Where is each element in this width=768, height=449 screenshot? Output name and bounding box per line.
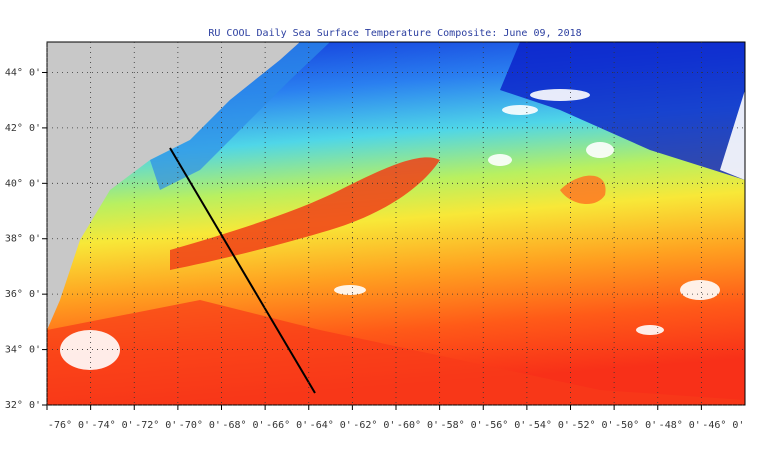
lon-tick-label: -56° 0' (484, 420, 526, 431)
lon-tick-label: -58° 0' (441, 420, 483, 431)
lon-tick-label: -48° 0' (659, 420, 701, 431)
lat-tick-label: 44° 0' (5, 67, 41, 78)
lon-tick-label: -68° 0' (222, 420, 264, 431)
lon-tick-label: -76° 0' (48, 420, 90, 431)
lat-tick-label: 40° 0' (5, 178, 41, 189)
lon-tick-label: -66° 0' (266, 420, 308, 431)
lon-tick-label: -60° 0' (397, 420, 439, 431)
lat-tick-label: 34° 0' (5, 345, 41, 356)
lon-tick-label: -74° 0' (92, 420, 134, 431)
lon-tick-label: -72° 0' (135, 420, 177, 431)
transect-line (169, 147, 316, 394)
lon-tick-label: -50° 0' (615, 420, 657, 431)
lat-tick-label: 38° 0' (5, 234, 41, 245)
lon-tick-label: -52° 0' (571, 420, 613, 431)
lon-tick-label: -54° 0' (528, 420, 570, 431)
lon-tick-label: -46° 0' (702, 420, 744, 431)
lon-tick-label: -64° 0' (310, 420, 352, 431)
lat-tick-label: 32° 0' (5, 400, 41, 411)
sst-field (47, 42, 745, 405)
lat-tick-label: 36° 0' (5, 289, 41, 300)
map-title: RU COOL Daily Sea Surface Temperature Co… (208, 28, 581, 39)
lon-tick-label: -62° 0' (353, 420, 395, 431)
lon-tick-label: -70° 0' (179, 420, 221, 431)
lat-tick-label: 42° 0' (5, 123, 41, 134)
